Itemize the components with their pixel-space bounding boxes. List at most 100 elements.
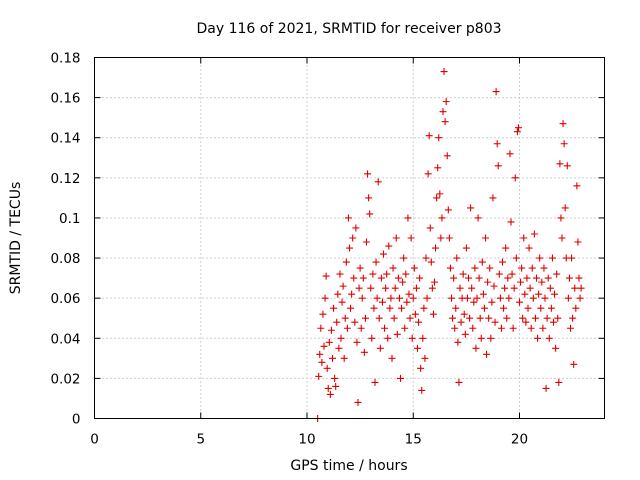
data-point [334, 290, 342, 298]
data-point [462, 244, 470, 252]
data-point [474, 214, 482, 222]
data-point [477, 334, 485, 342]
axis-ticks: 0 0.02 0.04 0.06 0.08 0.1 0.12 0.14 0.16 0.18 0 5 10… [50, 51, 605, 448]
data-point [403, 298, 411, 306]
data-point [537, 304, 545, 312]
data-points [314, 68, 585, 422]
data-point [479, 290, 487, 298]
data-point [531, 314, 539, 322]
data-point [394, 274, 402, 282]
data-point [363, 238, 370, 246]
data-point [377, 274, 385, 282]
data-point [542, 384, 550, 392]
data-point [485, 314, 493, 322]
data-point [331, 374, 339, 382]
data-point [539, 324, 547, 332]
data-point [435, 134, 443, 142]
data-point [369, 270, 377, 278]
data-point [341, 314, 349, 322]
data-point [409, 294, 417, 302]
data-point [357, 324, 365, 332]
data-point [384, 334, 392, 342]
data-point [373, 294, 381, 302]
data-point [324, 384, 332, 392]
data-point [508, 270, 516, 278]
data-point [522, 318, 530, 326]
data-point [415, 318, 423, 326]
data-point [337, 334, 345, 342]
data-point [518, 264, 526, 272]
data-point [348, 290, 356, 298]
data-point [390, 314, 398, 322]
data-point [545, 334, 553, 342]
data-point [316, 350, 324, 358]
data-point [561, 204, 569, 212]
data-point [424, 170, 432, 178]
data-point [401, 324, 409, 332]
data-point [408, 334, 416, 342]
data-point [519, 314, 527, 322]
data-point [499, 258, 506, 266]
data-point [514, 124, 522, 132]
data-point [407, 234, 415, 242]
data-point [404, 214, 412, 222]
data-point [569, 314, 577, 322]
data-point [450, 274, 458, 282]
y-tick-label: 0.14 [50, 131, 80, 147]
data-point [547, 304, 555, 312]
data-point [395, 294, 403, 302]
data-point [489, 194, 497, 202]
data-point [552, 344, 560, 352]
data-point [386, 304, 394, 312]
data-point [451, 324, 459, 332]
data-point [513, 128, 521, 136]
data-point [534, 334, 542, 342]
data-point [438, 214, 446, 222]
y-tick-label: 0.1 [59, 211, 80, 227]
data-point [504, 274, 512, 282]
data-point [347, 304, 355, 312]
data-point [442, 98, 450, 106]
data-point [354, 398, 362, 406]
data-point [471, 264, 479, 272]
data-point [510, 284, 518, 292]
data-point [433, 194, 441, 202]
y-axis-label: SRMTID / TECUs [8, 182, 24, 295]
data-point [493, 140, 501, 148]
data-point [414, 344, 421, 352]
x-tick-label: 5 [196, 432, 205, 448]
data-point [317, 324, 325, 332]
data-point [567, 324, 574, 332]
data-point [389, 264, 397, 272]
y-tick-label: 0.04 [50, 331, 80, 347]
data-point [550, 318, 557, 326]
data-point [533, 274, 540, 282]
data-point [449, 314, 457, 322]
y-tick-label: 0.02 [50, 371, 80, 387]
data-point [488, 298, 496, 306]
y-tick-label: 0.16 [50, 91, 80, 107]
data-point [431, 278, 438, 286]
data-point [320, 342, 328, 350]
data-point [368, 334, 376, 342]
data-point [559, 120, 567, 128]
data-point [548, 254, 556, 262]
data-point [399, 278, 407, 286]
data-point [361, 314, 369, 322]
data-point [540, 264, 548, 272]
data-point [490, 282, 498, 290]
y-tick-label: 0 [72, 412, 81, 428]
x-tick-label: 0 [90, 432, 99, 448]
data-point [420, 304, 428, 312]
data-point [455, 378, 463, 386]
data-point [428, 284, 436, 292]
data-point [475, 274, 483, 282]
data-point [437, 234, 445, 242]
data-point [359, 274, 367, 282]
data-point [486, 264, 494, 272]
data-point [520, 234, 528, 242]
data-point [512, 254, 520, 262]
data-point [565, 274, 573, 282]
data-point [576, 294, 584, 302]
data-point [393, 330, 401, 338]
